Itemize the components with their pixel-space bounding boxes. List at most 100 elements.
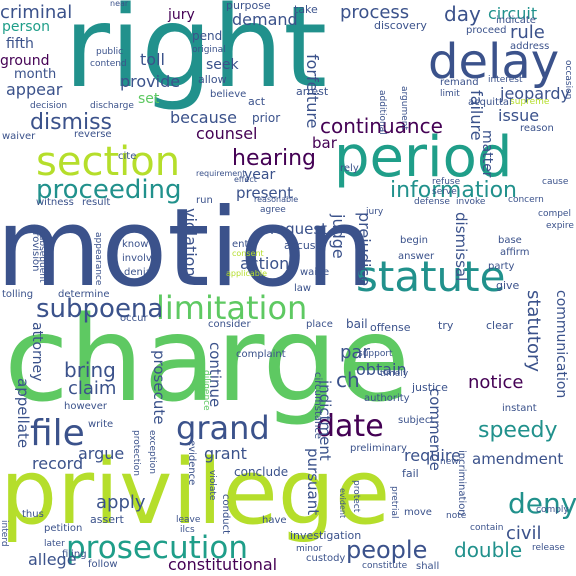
word-notice: notice [468, 372, 524, 393]
word-occasion: occasion [563, 60, 573, 100]
word-discovery: discovery [374, 19, 427, 32]
word-set: set [138, 91, 160, 107]
word-double: double [454, 538, 523, 562]
word-prosecute: prosecute [150, 350, 168, 425]
word-invoke: invoke [456, 197, 486, 207]
word-matter: matter [479, 130, 495, 178]
word-hearing: hearing [232, 146, 317, 171]
word-pend: pend [192, 29, 223, 43]
word-concern: concern [508, 195, 544, 205]
word-demand: demand [232, 10, 298, 29]
word-dismissal: dismissal [452, 212, 470, 282]
word-public: public [96, 47, 124, 57]
word-evidence: evidence [186, 440, 197, 486]
word-remand: remand [440, 77, 479, 88]
word-motion: motion [0, 186, 375, 311]
word-begin: begin [400, 235, 428, 246]
word-interest: interest [488, 75, 523, 85]
word-consent: consent [232, 249, 264, 258]
word-later: later [44, 539, 65, 549]
word-take: take [294, 3, 318, 16]
word-run: run [196, 195, 213, 206]
word-file: file [30, 413, 85, 454]
word-limit: limit [440, 89, 460, 99]
word-reason: reason [520, 123, 554, 134]
word-petition: petition [44, 523, 83, 534]
word-par: par [340, 342, 370, 363]
word-dismiss: dismiss [30, 110, 113, 135]
word-thus: thus [22, 509, 44, 520]
word-result: result [82, 197, 111, 208]
word-continuance: continuance [320, 114, 443, 138]
word-criminal: criminal [0, 2, 73, 23]
word-person: person [2, 19, 50, 35]
word-purpose: purpose [226, 0, 271, 12]
word-believe: believe [210, 89, 247, 100]
word-date: date [316, 409, 384, 444]
word-appearance: appearance [93, 232, 103, 286]
word-counsel: counsel [196, 124, 258, 143]
word-however: however [64, 401, 107, 412]
word-decision: decision [30, 101, 68, 111]
word-apply: apply [96, 492, 146, 513]
word-place: place [306, 319, 333, 330]
word-protection: protection [131, 430, 141, 476]
word-reverse: reverse [74, 129, 112, 140]
word-determine: determine [58, 289, 110, 300]
word-custody: custody [306, 553, 346, 564]
word-day: day [444, 2, 481, 26]
word-conclude: conclude [234, 465, 289, 479]
word-present: present [236, 184, 294, 202]
word-obtain: obtain [356, 360, 407, 379]
word-fifth: fifth [6, 36, 34, 52]
word-follow: follow [88, 559, 118, 570]
word-process: process [340, 2, 410, 23]
word-deny: deny [508, 487, 576, 520]
word-contain: contain [470, 523, 504, 533]
word-instant: instant [502, 403, 537, 414]
word-period: period [334, 125, 513, 190]
word-privilege: privilege [0, 440, 391, 545]
word-allege: allege [28, 550, 77, 569]
word-communication: communication [553, 290, 569, 399]
word-original: original [192, 45, 226, 55]
word-charge: charge [4, 290, 410, 428]
word-assert: assert [90, 513, 124, 526]
word-appear: appear [6, 80, 63, 99]
word-grant: grant [204, 444, 247, 463]
word-supreme: supreme [510, 97, 550, 107]
word-rule: rule [510, 22, 545, 43]
word-release: release [532, 543, 565, 553]
word-write: write [88, 419, 114, 430]
word-speedy: speedy [478, 418, 558, 443]
word-conduct: conduct [220, 494, 231, 535]
word-cause: cause [542, 177, 569, 187]
word-civil: civil [506, 523, 542, 544]
word-information: information [390, 178, 517, 203]
word-provide: provide [120, 72, 181, 91]
word-answer: answer [398, 251, 435, 262]
word-violation: violation [181, 208, 200, 277]
word-compel: compel [538, 209, 571, 219]
word-jury2: jury [366, 207, 384, 217]
word-argument: argument [399, 86, 409, 131]
word-contend: contend [90, 59, 127, 69]
word-pursuant: pursuant [304, 448, 322, 516]
word-ilcs: ilcs [180, 525, 195, 535]
word-ch: ch [336, 368, 360, 392]
word-comply: comply [536, 505, 569, 515]
word-tolling: tolling [2, 289, 34, 300]
word-arrest: arrest [296, 85, 329, 98]
word-attorney: attorney [29, 322, 45, 382]
word-circumstance: circumstance [312, 372, 323, 439]
word-pretrial: pretrial [389, 486, 399, 519]
word-toll: toll [140, 50, 165, 69]
word-statute: statute [356, 252, 506, 301]
word-waiver: waiver [2, 131, 36, 142]
word-shall: shall [416, 561, 440, 572]
word-seek: seek [206, 57, 239, 73]
word-fail: fail [402, 467, 419, 480]
word-people: people [346, 536, 428, 564]
word-timely: timely [380, 369, 409, 379]
word-jury: jury [168, 7, 195, 23]
